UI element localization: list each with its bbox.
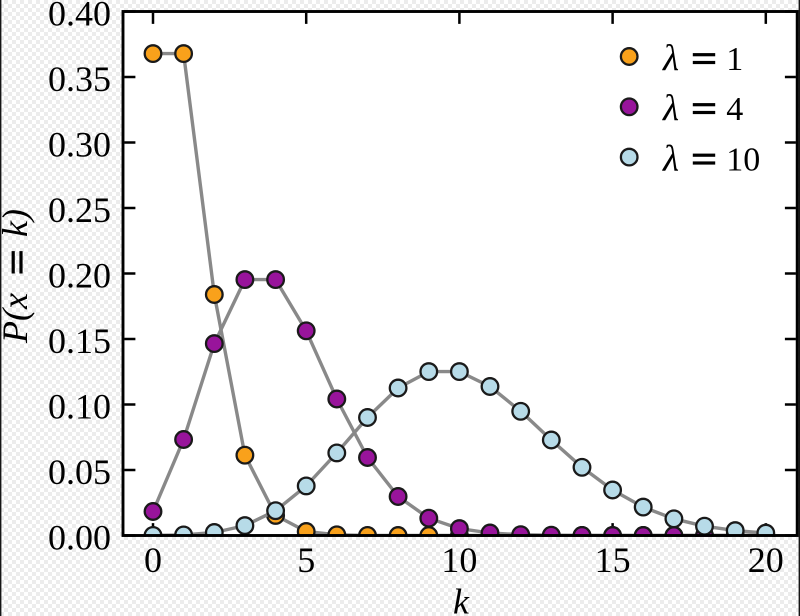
svg-text:1: 1 [726, 41, 743, 78]
svg-text:20: 20 [748, 540, 784, 580]
svg-text:5: 5 [297, 540, 315, 580]
svg-text:0.40: 0.40 [48, 0, 111, 34]
svg-text:λ: λ [662, 38, 679, 79]
svg-text:4: 4 [726, 91, 743, 128]
svg-text:15: 15 [595, 540, 631, 580]
svg-text:10: 10 [441, 540, 477, 580]
svg-text:0.00: 0.00 [48, 518, 111, 558]
svg-text:10: 10 [726, 142, 760, 179]
svg-text:0.10: 0.10 [48, 387, 111, 427]
svg-text:0.20: 0.20 [48, 256, 111, 296]
svg-text:0.25: 0.25 [48, 190, 111, 230]
svg-text:0.05: 0.05 [48, 452, 111, 492]
svg-text:k): k) [0, 209, 35, 237]
svg-text:λ: λ [662, 88, 679, 129]
svg-text:P(x: P(x [0, 293, 35, 344]
svg-text:0.35: 0.35 [48, 59, 111, 99]
svg-text:0.15: 0.15 [48, 321, 111, 361]
svg-text:λ: λ [662, 139, 679, 180]
svg-text:0: 0 [144, 540, 162, 580]
svg-text:0.30: 0.30 [48, 125, 111, 165]
svg-text:k: k [453, 582, 470, 616]
